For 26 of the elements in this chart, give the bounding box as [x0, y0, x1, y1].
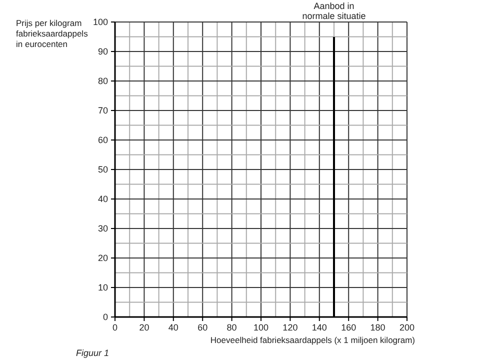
- y-tick-label: 80: [98, 76, 108, 86]
- y-tick-label: 60: [98, 134, 108, 145]
- y-tick-label: 70: [98, 105, 108, 116]
- y-tick-label: 20: [98, 252, 108, 263]
- y-tick-label: 50: [98, 164, 108, 174]
- x-tick-label: 160: [341, 322, 356, 332]
- text: Figuur 1: [76, 348, 110, 358]
- x-tick-label: 140: [312, 322, 327, 332]
- y-axis-title: Prijs per kilogram fabrieksaardappels in eurocenten: [16, 18, 88, 49]
- y-tick-label: 0: [102, 312, 108, 322]
- x-tick-label: 0: [112, 322, 118, 332]
- x-tick-label: 100: [253, 322, 269, 332]
- x-tick-label: 60: [198, 322, 208, 332]
- x-tick-label: 180: [370, 322, 386, 332]
- x-tick-label: 120: [282, 322, 298, 332]
- y-tick-label: 90: [98, 46, 108, 56]
- y-tick-label: 30: [98, 223, 108, 234]
- y-tick-label: 10: [98, 282, 108, 292]
- x-axis-title: Hoeveelheid fabrieksaardappels (x 1 miljoen kilogram): [210, 335, 416, 345]
- x-tick-label: 80: [226, 322, 237, 332]
- x-tick-label: 200: [399, 322, 415, 332]
- y-tick-label: 40: [98, 194, 108, 204]
- x-tick-label: 40: [168, 322, 178, 332]
- ref-line-label: Aanbod in normale situatie: [302, 1, 366, 21]
- x-tick-label: 20: [139, 322, 150, 332]
- y-tick-label: 100: [92, 16, 108, 27]
